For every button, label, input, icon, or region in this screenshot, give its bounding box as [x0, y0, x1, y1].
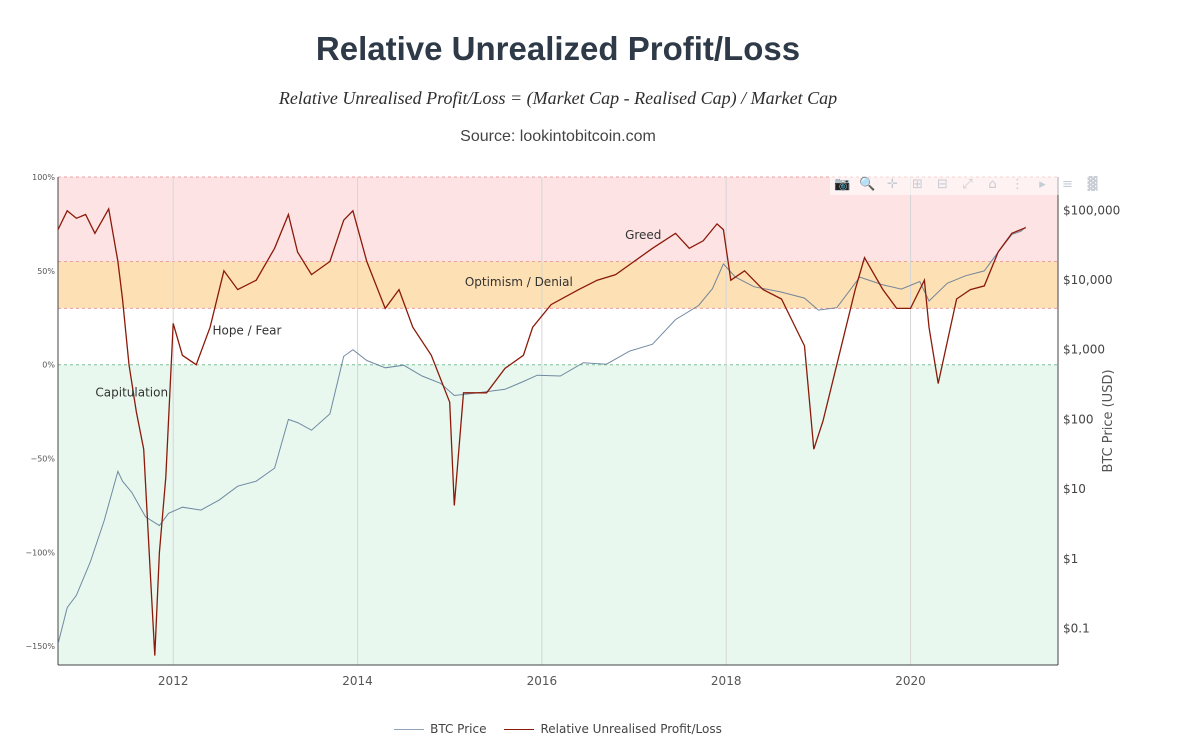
y-left-tick-label: 100% [32, 173, 55, 182]
pan-icon[interactable]: ✛ [887, 177, 898, 192]
zone-label-greed: Greed [625, 228, 661, 242]
chart-title: Relative Unrealized Profit/Loss [315, 30, 801, 67]
plotly-logo-icon[interactable]: ▓ [1087, 177, 1098, 192]
zone-capitulation [58, 364, 1058, 665]
chart-formula: Relative Unrealised Profit/Loss = (Marke… [278, 88, 838, 108]
y-left-tick-label: −50% [31, 455, 56, 464]
zone-label-hope-fear: Hope / Fear [212, 324, 281, 338]
series-btc-price-line[interactable] [57, 226, 1027, 645]
legend: BTC Price Relative Unrealised Profit/Los… [0, 722, 1116, 736]
zoom-out-icon[interactable]: ⊟ [937, 177, 948, 192]
modebar: 📷 🔍 ✛ ⊞ ⊟ ⤢ ⌂ ⋮ ▸ ≡ ▓ [830, 175, 1105, 195]
y-right-tick-label: $100,000 [1063, 203, 1120, 217]
x-tick-label: 2018 [711, 674, 742, 688]
y-left-tick-label: 0% [42, 361, 55, 370]
autoscale-icon[interactable]: ⤢ [962, 177, 973, 192]
y-right-tick-label: $10 [1063, 482, 1086, 496]
x-tick-label: 2020 [895, 674, 926, 688]
hover-closest-icon[interactable]: ▸ [1039, 177, 1046, 192]
legend-label-btc: BTC Price [430, 722, 487, 736]
zone-label-optimism-denial: Optimism / Denial [465, 275, 573, 289]
y-left-tick-label: −150% [25, 642, 55, 651]
zone-hope-fear [58, 308, 1058, 365]
x-tick-label: 2012 [158, 674, 189, 688]
y-left-tick-label: 50% [37, 267, 55, 276]
x-tick-label: 2016 [527, 674, 558, 688]
y-right-tick-label: $1,000 [1063, 343, 1105, 357]
spikelines-icon[interactable]: ⋮ [1011, 177, 1024, 192]
legend-swatch-rupl [504, 728, 535, 730]
reset-axes-icon[interactable]: ⌂ [988, 177, 997, 192]
legend-label-rupl: Relative Unrealised Profit/Loss [540, 722, 722, 736]
y-right-tick-label: $0.1 [1063, 622, 1090, 636]
series-rupl-line[interactable] [57, 207, 1026, 656]
hover-compare-icon[interactable]: ≡ [1062, 177, 1073, 192]
legend-item-rupl[interactable]: Relative Unrealised Profit/Loss [504, 722, 722, 736]
y-left-tick-label: −100% [25, 548, 55, 557]
y-right-axis-label: BTC Price (USD) [1101, 369, 1116, 472]
y-right-tick-label: $100 [1063, 412, 1094, 426]
camera-icon[interactable]: 📷 [834, 177, 851, 192]
legend-swatch-btc [394, 728, 425, 730]
chart-area[interactable]: 2012 2014 2016 2018 2020 100% 50% 0% −50% −100% −1… [0, 160, 1200, 720]
zone-label-capitulation: Capitulation [95, 386, 168, 400]
y-right-tick-label: $10,000 [1063, 273, 1113, 287]
y-right-tick-label: $1 [1063, 552, 1078, 566]
x-tick-label: 2014 [342, 674, 373, 688]
legend-item-btc-price[interactable]: BTC Price [394, 722, 486, 736]
zoom-in-icon[interactable]: ⊞ [912, 177, 923, 192]
chart-source: Source: lookintobitcoin.com [460, 128, 656, 145]
zoom-icon[interactable]: 🔍 [859, 177, 876, 192]
